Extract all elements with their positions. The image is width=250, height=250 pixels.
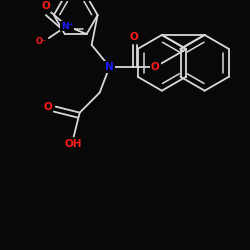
Text: N⁺: N⁺ [61, 22, 73, 30]
Text: O: O [42, 1, 50, 11]
Text: O: O [151, 62, 160, 72]
Text: OH: OH [65, 140, 82, 149]
Text: O⁻: O⁻ [35, 38, 46, 46]
Text: O: O [44, 102, 52, 112]
Text: O: O [129, 32, 138, 42]
Text: N: N [105, 62, 114, 72]
